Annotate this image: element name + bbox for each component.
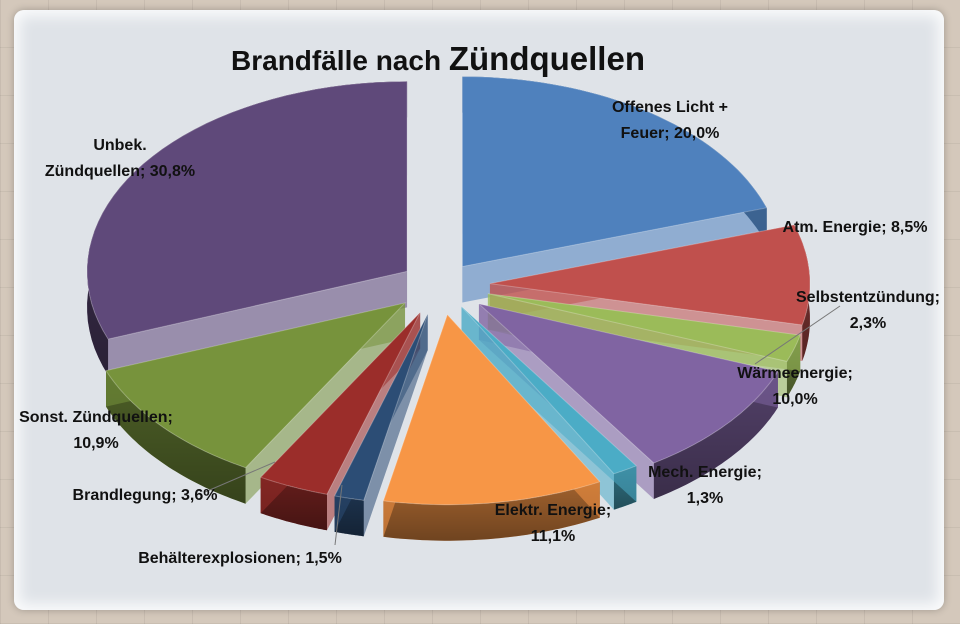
slice-unbek-zündquellen [86,80,408,376]
slice-label: Unbek. Zündquellen; 30,8% [45,137,195,180]
leader-line [754,305,841,365]
slice-top [105,302,407,469]
slice-labels: Offenes Licht + Feuer; 20,0% Atm. Energie;… [19,99,940,567]
slice-top [259,312,421,495]
slice-label: Sonst. Zündquellen; 10,9% [19,409,173,452]
slice-label-line: Selbstentzündung; [796,289,940,306]
chart-title-part-1: Brandfälle nach [231,45,449,76]
slice-label-line: 2,3% [850,315,886,332]
slice-top [477,302,779,464]
chart-title-part-2: Zündquellen [449,40,645,77]
pie-slices [86,76,811,541]
slice-label: Offenes Licht + Feuer; 20,0% [612,99,728,142]
slice-label: Elektr. Energie; 11,1% [495,502,612,545]
slice-label-line: Brandlegung; 3,6% [73,487,218,504]
slice-side-shade [106,370,246,504]
slice-top [489,224,811,326]
slice-top [382,313,601,506]
slice-label: Mech. Energie; 1,3% [648,464,762,507]
slice-label: Brandlegung; 3,6% [73,487,218,504]
chart-title: Brandfälle nach Zündquellen [231,40,645,77]
slice-label-line: Feuer; 20,0% [621,125,720,142]
slice-label-line: Behälterexplosionen; 1,5% [138,550,342,567]
slice-label-line: Wärmeenergie; [737,365,853,382]
leader-lines [204,305,841,546]
slice-top [86,80,408,340]
slice-top [333,313,429,501]
slice-label-line: Offenes Licht + [612,99,728,116]
slice-label-line: Zündquellen; 30,8% [45,163,195,180]
slice-label: Wärmeenergie; 10,0% [737,365,853,408]
slice-label-line: Sonst. Zündquellen; [19,409,173,426]
slice-side-shade [383,481,600,541]
slice-label-line: 10,0% [772,391,817,408]
slice-behälterexplosionen [333,313,429,537]
leader-line [334,484,343,546]
slice-label-line: Mech. Energie; [648,464,762,481]
slice-side-shade [653,371,778,499]
slice-label: Atm. Energie; 8,5% [783,219,928,236]
slice-elektr-energie [382,313,601,541]
slice-top [461,76,768,268]
slice-label-line: Elektr. Energie; [495,502,612,519]
leader-line [204,461,276,493]
slice-label: Selbstentzündung; 2,3% [796,289,940,332]
slice-label-line: 1,3% [687,490,723,507]
slice-label-line: 10,9% [73,435,118,452]
slice-edge [108,271,408,376]
slice-top [487,293,801,362]
slice-label-line: Unbek. [93,137,146,154]
slice-label-line: 11,1% [531,528,575,545]
slice-top [461,306,638,475]
slice-label: Behälterexplosionen; 1,5% [138,550,342,567]
slice-label-line: Atm. Energie; 8,5% [783,219,928,236]
